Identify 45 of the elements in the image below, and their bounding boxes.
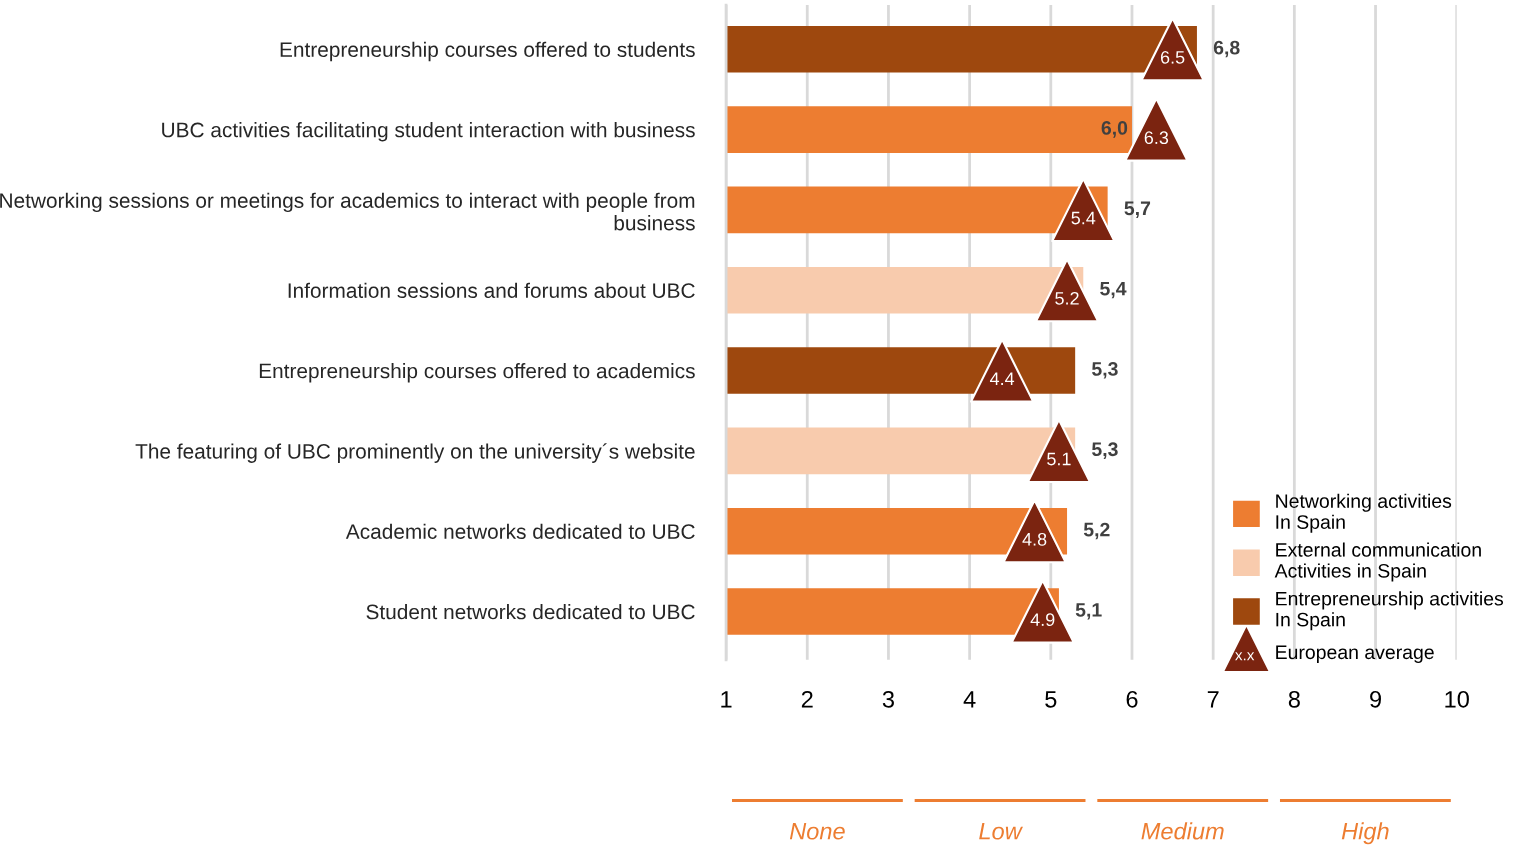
data-label: 5,3 (1092, 442, 1118, 459)
text: None (789, 823, 845, 840)
y-tick-label: The featuring of UBC prominently on the university´s website (135, 443, 695, 463)
data-label: 6,0 (1101, 121, 1128, 138)
x-tick-label: 1 (721, 691, 732, 708)
y-tick-label: Networking sessions or meetings for academics to interact with people from business (0, 192, 695, 231)
legend-label: Entrepreneurship activities In Spain (1276, 591, 1504, 631)
x-tick-label: 8 (1288, 690, 1300, 708)
data-label: 4.8 (1022, 532, 1047, 546)
x-tick-label: 5 (1045, 691, 1057, 708)
x-tick-label: 9 (1370, 690, 1381, 708)
text: Low (979, 823, 1023, 840)
x-tick-label: 7 (1207, 691, 1219, 708)
data-label: 6.3 (1144, 131, 1169, 145)
data-label: 5,1 (1075, 603, 1102, 620)
y-tick-label: Student networks dedicated to UBC (366, 604, 695, 620)
point (1034, 258, 1100, 323)
data-label: 5.4 (1071, 211, 1096, 225)
data-label: 6,8 (1213, 40, 1240, 58)
data-label: 5.1 (1047, 452, 1071, 466)
legend-label: European average (1276, 645, 1434, 663)
data-label: 5.2 (1055, 291, 1079, 305)
data-label: 5,4 (1100, 281, 1127, 299)
point (1140, 17, 1205, 82)
annotation: x.x (1235, 652, 1255, 661)
x-tick-label: 10 (1445, 690, 1469, 708)
y-tick-label: Academic networks dedicated to UBC (345, 523, 695, 539)
y-tick-label: Information sessions and forums about UBC (288, 282, 695, 298)
x-tick-label: 2 (801, 690, 813, 708)
y-tick-label: Entrepreneurship courses offered to academics (259, 363, 695, 383)
x-tick-label: 3 (882, 690, 894, 708)
data-label: 5,7 (1124, 201, 1151, 218)
legend-label: Networking activities In Spain (1276, 493, 1452, 533)
data-label: 5,2 (1083, 522, 1110, 540)
x-tick-label: 6 (1126, 690, 1138, 708)
text: High (1341, 822, 1389, 845)
data-label: 5,3 (1092, 362, 1118, 379)
y-tick-label: Entrepreneurship courses offered to students (280, 41, 695, 62)
y-tick-label: UBC activities facilitating student interaction with business (162, 122, 695, 142)
data-label: 6.5 (1160, 50, 1185, 64)
data-label: 4.4 (989, 372, 1015, 385)
text: Medium (1141, 822, 1224, 840)
x-tick-label: 4 (963, 691, 976, 708)
data-label: 4.9 (1030, 613, 1055, 627)
legend-label: External communication Activities in Spain (1274, 542, 1481, 582)
